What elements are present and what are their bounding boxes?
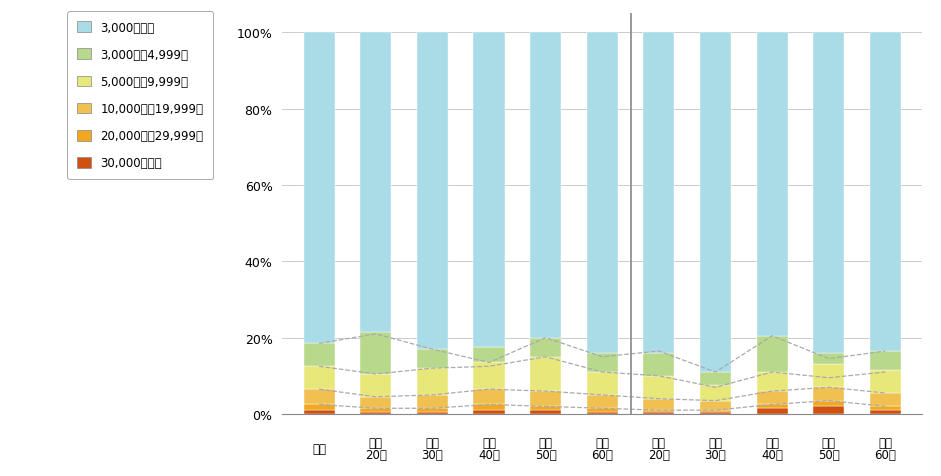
- Bar: [304, 33, 335, 344]
- Bar: [586, 372, 618, 395]
- Bar: [644, 399, 675, 410]
- Bar: [757, 33, 788, 336]
- Text: 男性: 男性: [369, 436, 383, 449]
- Text: 30代: 30代: [422, 448, 443, 461]
- Bar: [644, 376, 675, 399]
- Text: 女性: 女性: [652, 436, 666, 449]
- Bar: [360, 412, 391, 414]
- Text: 40代: 40代: [478, 448, 500, 461]
- Bar: [473, 405, 504, 410]
- Text: 男性: 男性: [425, 436, 439, 449]
- Bar: [473, 347, 504, 363]
- Bar: [417, 412, 448, 414]
- Bar: [700, 401, 731, 410]
- Bar: [530, 357, 561, 391]
- Text: 男性: 男性: [596, 436, 609, 449]
- Bar: [644, 410, 675, 412]
- Bar: [869, 407, 901, 410]
- Text: 男性: 男性: [482, 436, 496, 449]
- Bar: [813, 387, 844, 401]
- Bar: [473, 389, 504, 405]
- Bar: [304, 410, 335, 414]
- Bar: [586, 408, 618, 412]
- Bar: [813, 401, 844, 407]
- Bar: [700, 412, 731, 414]
- Bar: [700, 410, 731, 412]
- Text: 60代: 60代: [874, 448, 897, 461]
- Bar: [304, 389, 335, 405]
- Text: 50代: 50代: [818, 448, 839, 461]
- Bar: [530, 407, 561, 410]
- Text: 女性: 女性: [878, 436, 892, 449]
- Bar: [360, 332, 391, 374]
- Bar: [757, 391, 788, 405]
- Bar: [473, 33, 504, 347]
- Text: 20代: 20代: [648, 448, 670, 461]
- Bar: [813, 407, 844, 414]
- Bar: [644, 33, 675, 353]
- Text: 40代: 40代: [761, 448, 783, 461]
- Bar: [813, 365, 844, 387]
- Bar: [586, 353, 618, 372]
- Bar: [586, 412, 618, 414]
- Bar: [757, 336, 788, 372]
- Bar: [360, 374, 391, 397]
- Bar: [417, 349, 448, 368]
- Bar: [700, 33, 731, 372]
- Bar: [586, 33, 618, 353]
- Bar: [417, 33, 448, 349]
- Text: 男性: 男性: [538, 436, 552, 449]
- Bar: [757, 408, 788, 414]
- Bar: [304, 344, 335, 367]
- Bar: [304, 405, 335, 410]
- Bar: [417, 395, 448, 408]
- Bar: [473, 363, 504, 389]
- Bar: [360, 397, 391, 408]
- Bar: [304, 367, 335, 389]
- Bar: [869, 370, 901, 393]
- Bar: [530, 410, 561, 414]
- Bar: [700, 386, 731, 401]
- Bar: [473, 410, 504, 414]
- Bar: [530, 33, 561, 338]
- Bar: [586, 395, 618, 408]
- Legend: 3,000円未満, 3,000円～4,999円, 5,000円～9,999円, 10,000円～19,999円, 20,000円～29,999円, 30,000: 3,000円未満, 3,000円～4,999円, 5,000円～9,999円, …: [68, 12, 213, 179]
- Text: 50代: 50代: [534, 448, 556, 461]
- Text: 女性: 女性: [765, 436, 779, 449]
- Bar: [644, 353, 675, 376]
- Text: 30代: 30代: [705, 448, 726, 461]
- Bar: [813, 353, 844, 365]
- Bar: [530, 338, 561, 357]
- Bar: [700, 372, 731, 386]
- Bar: [869, 351, 901, 370]
- Bar: [869, 33, 901, 351]
- Bar: [813, 33, 844, 353]
- Text: 女性: 女性: [821, 436, 836, 449]
- Bar: [417, 408, 448, 412]
- Bar: [360, 33, 391, 332]
- Bar: [757, 372, 788, 391]
- Bar: [360, 408, 391, 412]
- Bar: [757, 405, 788, 408]
- Text: 60代: 60代: [591, 448, 614, 461]
- Bar: [644, 412, 675, 414]
- Bar: [417, 368, 448, 395]
- Text: 全体: 全体: [312, 442, 327, 455]
- Bar: [869, 393, 901, 407]
- Bar: [530, 391, 561, 407]
- Text: 女性: 女性: [709, 436, 723, 449]
- Text: 20代: 20代: [365, 448, 387, 461]
- Bar: [869, 410, 901, 414]
